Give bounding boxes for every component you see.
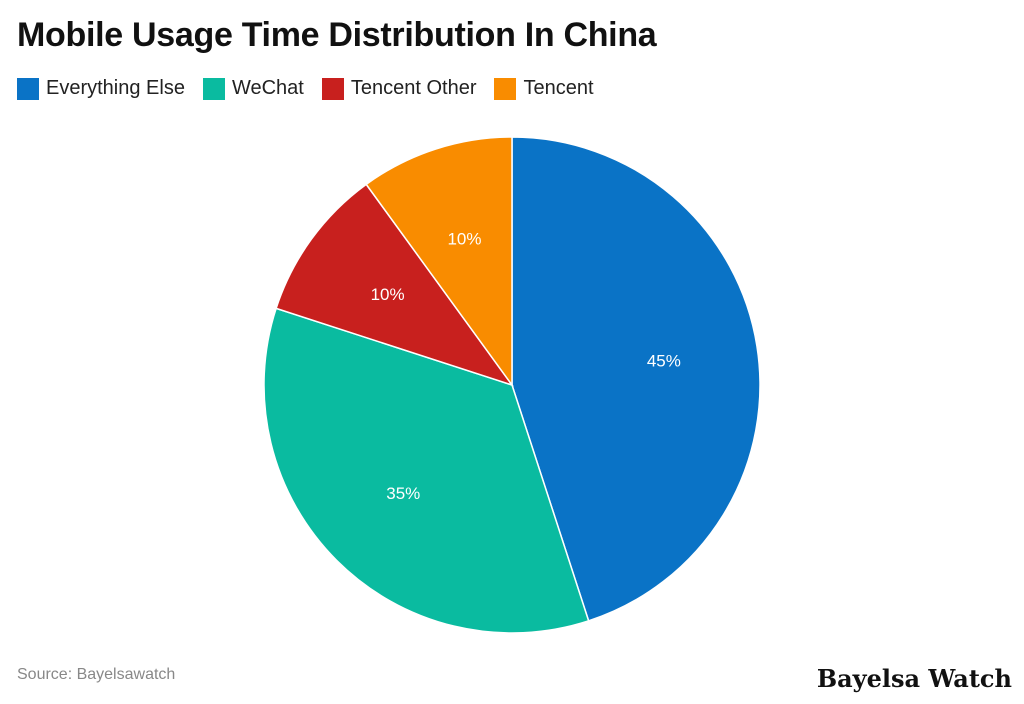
- pie-slice-labels: 45% 35% 10% 10%: [371, 229, 681, 503]
- legend-label-tencent: Tencent: [523, 77, 594, 99]
- pie-slice-everything-else: [511, 136, 761, 622]
- legend-swatch-everything-else: [17, 77, 39, 100]
- legend-swatch-wechat: [202, 77, 225, 100]
- source-note: Source: Bayelsawatch: [17, 666, 176, 683]
- legend-label-wechat: WeChat: [231, 77, 304, 99]
- legend-label-everything-else: Everything Else: [46, 77, 185, 99]
- legend-item-tencent: Tencent: [494, 77, 594, 100]
- slice-label-everything-else: 45%: [647, 351, 681, 370]
- legend-swatch-tencent: [494, 77, 517, 100]
- slice-label-tencent: 10%: [447, 229, 481, 248]
- legend-item-everything-else: Everything Else: [17, 77, 185, 100]
- legend-item-tencent-other: Tencent Other: [321, 77, 477, 100]
- slice-label-tencent-other: 10%: [371, 285, 405, 304]
- brand-logo-text: Bayelsa Watch: [816, 664, 1012, 693]
- chart-title: Mobile Usage Time Distribution In China: [17, 16, 657, 54]
- pie-slice-wechat: [263, 307, 590, 634]
- pie-slice-tencent-other: [275, 183, 514, 387]
- pie-slice-tencent: [365, 136, 513, 388]
- pie-slices: [263, 136, 761, 634]
- legend-swatch-tencent-other: [321, 77, 344, 100]
- slice-label-wechat: 35%: [386, 484, 420, 503]
- chart-legend: Everything Else WeChat Tencent Other Ten…: [17, 77, 612, 100]
- legend-item-wechat: WeChat: [202, 77, 304, 100]
- legend-label-tencent-other: Tencent Other: [350, 77, 477, 99]
